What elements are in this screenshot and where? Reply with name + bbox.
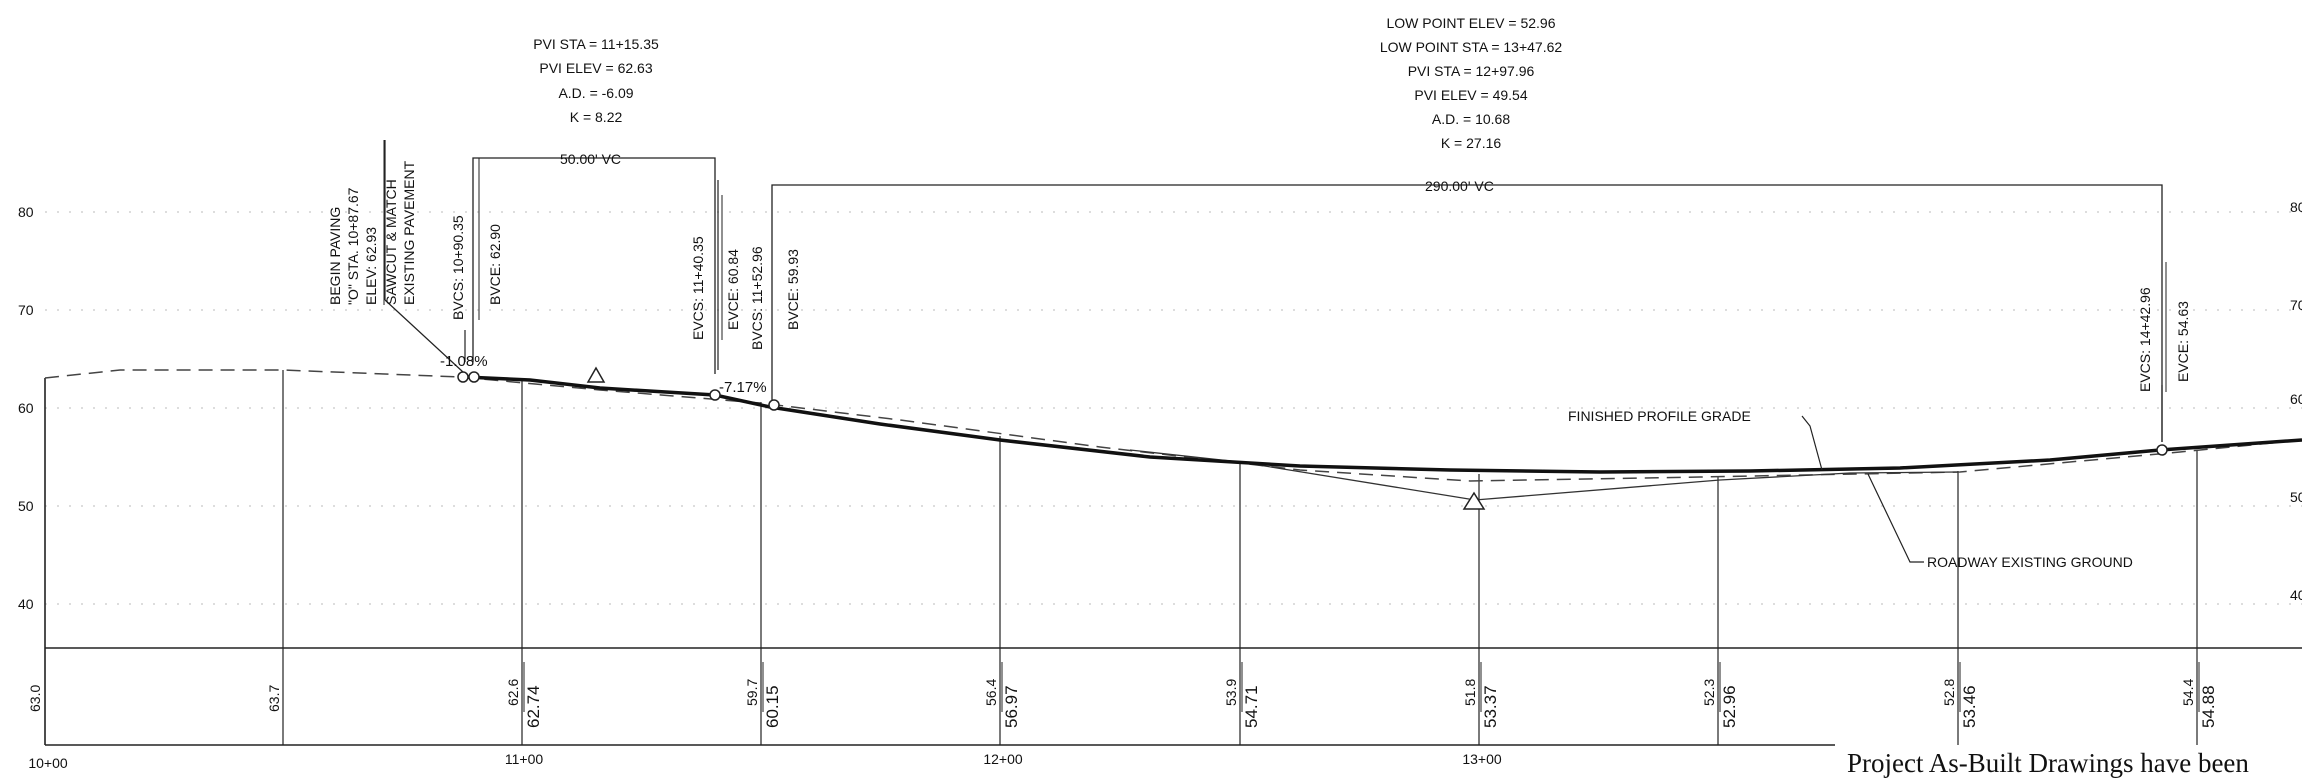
grade-label-1: -1.08% bbox=[440, 353, 488, 370]
evce-label-2: EVCE: 54.63 bbox=[2175, 301, 2191, 382]
grade-label-2: -7.17% bbox=[719, 379, 767, 396]
curve2-pvi-elev: PVI ELEV = 49.54 bbox=[1414, 87, 1527, 103]
curve2-pvi-sta: PVI STA = 12+97.96 bbox=[1408, 63, 1535, 79]
station-label-12: 12+00 bbox=[983, 751, 1023, 767]
existing-elev-9: 54.4 bbox=[2180, 679, 2196, 706]
station-label-13: 13+00 bbox=[1462, 751, 1502, 767]
finished-profile-grade-callout: FINISHED PROFILE GRADE bbox=[1568, 408, 1751, 424]
station-ticks bbox=[44, 370, 2198, 745]
curve1-ad: A.D. = -6.09 bbox=[558, 85, 633, 101]
vc-brackets bbox=[472, 157, 2163, 442]
evc-circle-2 bbox=[2156, 444, 2168, 456]
proposed-elev-5: 54.71 bbox=[1242, 685, 1261, 728]
existing-elev-5: 53.9 bbox=[1223, 679, 1239, 706]
as-built-note: Project As-Built Drawings have been bbox=[1847, 748, 2249, 778]
finished-profile-grade-line bbox=[464, 375, 2302, 474]
existing-elev-2: 62.6 bbox=[505, 679, 521, 706]
existing-elev-3: 59.7 bbox=[744, 679, 760, 706]
bvc-circle-2 bbox=[468, 371, 480, 383]
curve2-k: K = 27.16 bbox=[1441, 135, 1502, 151]
vc-label-2: 290.00' VC bbox=[1425, 178, 1494, 194]
station-label-11: 11+00 bbox=[505, 751, 543, 767]
begin-paving-line-4: SAWCUT & MATCH bbox=[383, 179, 399, 305]
label-leaders bbox=[384, 140, 2163, 563]
proposed-elev-3: 60.15 bbox=[763, 685, 782, 728]
proposed-elev-8: 53.46 bbox=[1960, 685, 1979, 728]
begin-paving-line-1: BEGIN PAVING bbox=[327, 207, 343, 305]
curve1-k: K = 8.22 bbox=[570, 109, 623, 125]
roadway-existing-ground-callout: ROADWAY EXISTING GROUND bbox=[1927, 554, 2133, 570]
existing-elev-1: 63.7 bbox=[266, 685, 282, 712]
begin-paving-line-3: ELEV: 62.93 bbox=[363, 227, 379, 305]
elev-label-left-60: 60 bbox=[18, 400, 34, 416]
elevation-table-values: 63.0 63.7 62.6 62.74 59.7 60.15 56.4 56.… bbox=[27, 679, 2218, 728]
evcs-label-1: EVCS: 11+40.35 bbox=[690, 236, 706, 340]
proposed-elev-4: 56.97 bbox=[1002, 685, 1021, 728]
pvi-triangle-2 bbox=[1462, 491, 1486, 510]
existing-elev-4: 56.4 bbox=[983, 679, 999, 706]
curve-point-labels: BVCS: 10+90.35 BVCE: 62.90 EVCS: 11+40.3… bbox=[450, 215, 2191, 392]
elev-label-right-70: 70 bbox=[2290, 297, 2302, 313]
curve1-info: PVI STA = 11+15.35 PVI ELEV = 62.63 A.D.… bbox=[533, 36, 659, 125]
elev-label-left-50: 50 bbox=[18, 498, 34, 514]
bvce-label-2: BVCE: 59.93 bbox=[785, 249, 801, 330]
bvcs-label-1: BVCS: 10+90.35 bbox=[450, 215, 466, 320]
begin-paving-line-2: "O" STA. 10+87.67 bbox=[345, 187, 361, 305]
begin-paving-line-5: EXISTING PAVEMENT bbox=[401, 160, 417, 305]
elev-label-right-40: 40 bbox=[2290, 587, 2302, 603]
pvi-triangle-1 bbox=[586, 366, 606, 383]
evce-label-1: EVCE: 60.84 bbox=[725, 249, 741, 330]
vc-label-1: 50.00' VC bbox=[560, 151, 621, 167]
existing-elev-7: 52.3 bbox=[1701, 679, 1717, 706]
evc-circle-1 bbox=[709, 389, 721, 401]
curve-point-leaders bbox=[478, 158, 2167, 392]
curve2-ad: A.D. = 10.68 bbox=[1432, 111, 1510, 127]
curve1-pvi-sta: PVI STA = 11+15.35 bbox=[533, 36, 659, 52]
proposed-elev-6: 53.37 bbox=[1481, 685, 1500, 728]
elev-label-right-60: 60 bbox=[2290, 391, 2302, 407]
elevation-table-dividers bbox=[523, 662, 2200, 712]
elev-label-left-70: 70 bbox=[18, 302, 34, 318]
curve2-info: LOW POINT ELEV = 52.96 LOW POINT STA = 1… bbox=[1380, 15, 1563, 151]
bvcs-label-2: BVCS: 11+52.96 bbox=[749, 246, 765, 350]
proposed-elev-2: 62.74 bbox=[524, 685, 543, 728]
elevation-table-frame bbox=[44, 378, 2302, 746]
proposed-elev-7: 52.96 bbox=[1720, 685, 1739, 728]
elev-label-right-80: 80 bbox=[2290, 199, 2302, 215]
existing-elev-8: 52.8 bbox=[1941, 679, 1957, 706]
elev-label-right-50: 50 bbox=[2290, 489, 2302, 505]
station-label-10: 10+00 bbox=[28, 755, 68, 771]
bvce-label-1: BVCE: 62.90 bbox=[487, 224, 503, 305]
elev-label-left-40: 40 bbox=[18, 596, 34, 612]
begin-paving-labels: BEGIN PAVING "O" STA. 10+87.67 ELEV: 62.… bbox=[327, 160, 417, 305]
elev-label-left-80: 80 bbox=[18, 204, 34, 220]
curve2-low-point-sta: LOW POINT STA = 13+47.62 bbox=[1380, 39, 1563, 55]
pvi-markers bbox=[457, 366, 2168, 510]
station-labels: 10+00 11+00 12+00 13+00 bbox=[28, 751, 1502, 771]
bvc-circle-1 bbox=[457, 371, 469, 383]
curve1-pvi-elev: PVI ELEV = 62.63 bbox=[539, 60, 652, 76]
existing-elev-6: 51.8 bbox=[1462, 679, 1478, 706]
proposed-elev-9: 54.88 bbox=[2199, 685, 2218, 728]
existing-elev-0: 63.0 bbox=[27, 685, 43, 712]
grid-lines bbox=[45, 211, 2302, 605]
bvc-circle-3 bbox=[768, 399, 780, 411]
curve2-low-point-elev: LOW POINT ELEV = 52.96 bbox=[1387, 15, 1556, 31]
evcs-label-2: EVCS: 14+42.96 bbox=[2137, 287, 2153, 392]
